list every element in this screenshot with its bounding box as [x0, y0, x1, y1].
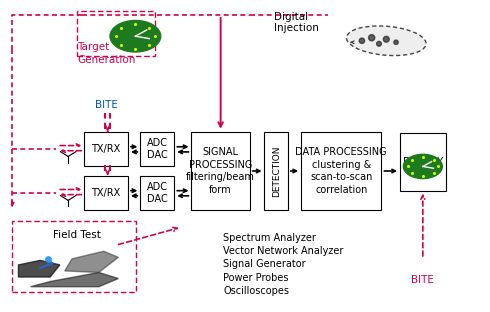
Point [392, 40, 400, 45]
Circle shape [403, 154, 442, 178]
Text: DETECTION: DETECTION [271, 145, 281, 197]
Text: DATA PROCESSING
clustering &
scan-to-scan
correlation: DATA PROCESSING clustering & scan-to-sca… [295, 147, 387, 195]
Point [358, 38, 366, 43]
Point [368, 35, 376, 40]
Point [44, 257, 51, 262]
Text: BITE: BITE [412, 275, 434, 285]
Bar [12, 221, 136, 292]
Point [375, 41, 383, 46]
Ellipse shape [346, 26, 426, 56]
Text: Digital
Injection: Digital Injection [274, 12, 319, 33]
Text: ADC
DAC: ADC DAC [147, 182, 168, 204]
Circle shape [110, 21, 161, 52]
Bar [77, 11, 155, 56]
Text: Target
Generation: Target Generation [77, 42, 135, 65]
Bar [84, 176, 128, 210]
Text: BITE: BITE [95, 100, 118, 110]
Polygon shape [30, 272, 118, 287]
Bar [192, 132, 250, 210]
Bar [400, 133, 446, 191]
Bar [301, 132, 381, 210]
Text: TX/RX: TX/RX [92, 144, 121, 154]
Bar [84, 132, 128, 167]
Text: Spectrum Analyzer
Vector Network Analyzer
Signal Generator
Power Probes
Oscillos: Spectrum Analyzer Vector Network Analyze… [223, 233, 343, 296]
Polygon shape [19, 260, 60, 277]
Point [382, 37, 390, 42]
Bar [140, 176, 174, 210]
Text: ADC
DAC: ADC DAC [147, 138, 168, 160]
Polygon shape [65, 251, 118, 272]
Text: Field Test: Field Test [52, 230, 100, 240]
Text: DISPLAY: DISPLAY [403, 157, 443, 167]
Text: TX/RX: TX/RX [92, 188, 121, 198]
Text: SIGNAL
PROCESSING
filtering/beam
form: SIGNAL PROCESSING filtering/beam form [186, 147, 255, 195]
Bar [140, 132, 174, 167]
Bar [265, 132, 288, 210]
